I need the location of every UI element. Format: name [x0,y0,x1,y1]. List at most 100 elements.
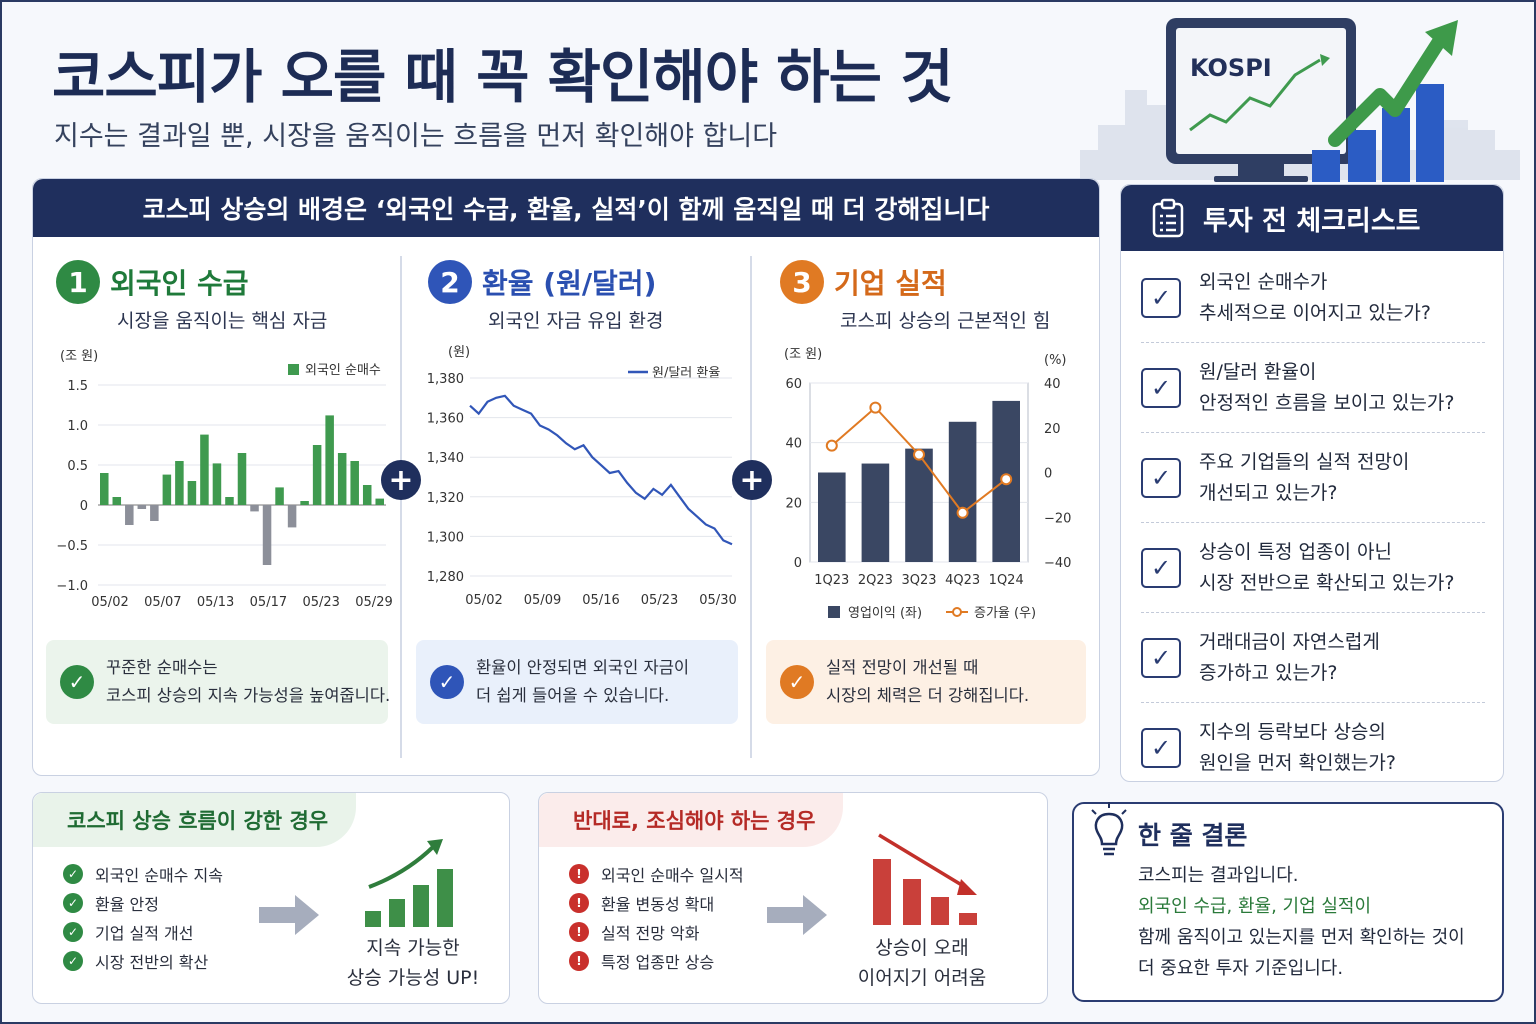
checklist-header: 투자 전 체크리스트 [1121,185,1503,251]
conclusion-card: 한 줄 결론 코스피는 결과입니다. 외국인 수급, 환율, 기업 실적이 함께… [1072,802,1504,1002]
bar [162,474,172,505]
column-title-foreign: 1 외국인 수급 [56,260,249,304]
strong-caption: 지속 가능한 상승 가능성 UP! [346,937,480,989]
earnings-bar [818,472,846,562]
y-tick-label-right: 20 [1044,422,1061,437]
x-tick-label: 4Q23 [945,573,980,588]
growth-point [956,506,969,519]
y-tick-label-left: 0 [794,556,802,571]
y-tick-label: 1.5 [67,379,88,394]
number-badge-1: 1 [56,260,100,304]
checklist-item[interactable]: ✓ 외국인 순매수가 추세적으로 이어지고 있는가? [1141,253,1485,343]
note-text: 꾸준한 순매수는 코스피 상승의 지속 가능성을 높여줍니다. [106,658,391,705]
axis-unit-left: (조 원) [784,347,822,362]
checkbox-checked[interactable]: ✓ [1141,457,1181,498]
checklist-item[interactable]: ✓ 거래대금이 자연스럽게 증가하고 있는가? [1141,613,1485,703]
y-tick-label: 1,300 [427,530,464,545]
checkbox-checked[interactable]: ✓ [1141,277,1181,318]
y-tick-label-right: 40 [1044,377,1061,392]
earnings-bar [948,421,977,562]
alert-circle-icon: ! [569,950,589,971]
bar [200,434,209,505]
column-title-text: 환율 (원/달러) [482,267,657,300]
checklist-title: 투자 전 체크리스트 [1203,205,1421,237]
check-icon: ✓ [430,665,464,699]
bar [212,463,222,505]
list-item: ✓ 시장 전반의 확산 [63,946,223,975]
y-tick-label-left: 60 [785,377,802,392]
y-tick-label: 1.0 [67,419,88,434]
check-circle-icon: ✓ [63,892,83,913]
page-title: 코스피가 오를 때 꼭 확인해야 하는 것 [52,43,954,111]
caution-card: 반대로, 조심해야 하는 경우 ! 외국인 순매수 일시적! 환율 변동성 확대! 실… [538,792,1048,1004]
strong-header: 코스피 상승 흐름이 강한 경우 [33,793,357,847]
note-earnings: ✓ 실적 전망이 개선될 때 시장의 체력은 더 강해집니다. [766,640,1086,724]
checklist-item-text: 원/달러 환율이 안정적인 흐름을 보이고 있는가? [1199,360,1455,414]
bar [100,473,109,505]
earnings-bar [861,463,890,562]
bar [300,501,309,505]
falling-bars-icon [873,833,977,925]
plus-icon: + [381,460,421,500]
checkbox-checked[interactable]: ✓ [1141,547,1181,588]
bar [350,461,359,505]
checklist-item[interactable]: ✓ 지수의 등락보다 상승의 원인을 먼저 확인했는가? [1141,703,1485,793]
list-item: ✓ 기업 실적 개선 [63,917,223,946]
bar [187,481,197,505]
bar [225,497,234,505]
bar [287,505,297,528]
checkbox-checked[interactable]: ✓ [1141,728,1181,768]
column-title-earnings: 3 기업 실적 [780,260,947,304]
x-tick-label: 05/16 [582,593,619,608]
checklist-item-text: 외국인 순매수가 추세적으로 이어지고 있는가? [1199,270,1431,324]
number-badge-3: 3 [780,260,824,304]
column-subtitle: 외국인 자금 유입 환경 [488,310,664,332]
bar [250,505,259,512]
legend-swatch [288,364,299,375]
x-tick-label: 05/02 [91,595,128,610]
y-tick-label-left: 20 [785,496,802,511]
lightbulb-icon [1091,802,1127,856]
list-item: ! 외국인 순매수 일시적 [569,859,744,888]
x-tick-label: 05/23 [641,593,678,608]
main-banner: 코스피 상승의 배경은 ‘외국인 수급, 환율, 실적’이 함께 움직일 때 더… [33,179,1099,237]
list-item: ! 특정 업종만 상승 [569,946,744,975]
checklist-item-text: 주요 기업들의 실적 전망이 개선되고 있는가? [1199,450,1410,504]
checklist-card: 투자 전 체크리스트 ✓ 외국인 순매수가 추세적으로 이어지고 있는가? ✓ 원/달러… [1120,184,1504,782]
column-divider [750,256,752,758]
checklist-item[interactable]: ✓ 원/달러 환율이 안정적인 흐름을 보이고 있는가? [1141,343,1485,433]
checkbox-checked[interactable]: ✓ [1141,637,1181,678]
note-text: 실적 전망이 개선될 때 시장의 체력은 더 강해집니다. [826,658,1030,705]
list-item: ✓ 환율 안정 [63,888,223,917]
list-item: ! 실적 전망 악화 [569,917,744,946]
bar [125,505,134,525]
y-tick-label-right: −40 [1044,556,1071,571]
clipboard-icon [1152,198,1184,238]
legend-label: 증가율 (우) [974,606,1036,621]
column-title-text: 기업 실적 [834,267,947,300]
checklist-item-text: 거래대금이 자연스럽게 증가하고 있는가? [1199,630,1380,684]
page-subtitle: 지수는 결과일 뿐, 시장을 움직이는 흐름을 먼저 확인해야 합니다 [54,121,778,152]
monitor-label: KOSPI [1190,54,1272,82]
growth-point [825,439,838,452]
bar [237,453,247,505]
alert-circle-icon: ! [569,921,589,942]
x-tick-label: 1Q24 [989,573,1024,588]
column-subtitle: 코스피 상승의 근본적인 힘 [840,310,1051,332]
growth-point [1000,473,1013,486]
x-tick-label: 05/07 [144,595,181,610]
bar [262,505,272,565]
growth-point [913,448,925,461]
checklist-item[interactable]: ✓ 상승이 특정 업종이 아닌 시장 전반으로 확산되고 있는가? [1141,523,1485,613]
note-text: 환율이 안정되면 외국인 자금이 더 쉽게 들어올 수 있습니다. [476,658,690,705]
column-divider [400,256,402,758]
checklist-item[interactable]: ✓ 주요 기업들의 실적 전망이 개선되고 있는가? [1141,433,1485,523]
bar [137,505,147,509]
check-circle-icon: ✓ [63,950,83,971]
x-tick-label: 3Q23 [901,573,936,588]
y-tick-label: 1,280 [427,570,464,585]
bar [312,445,322,505]
axis-unit-right: (%) [1044,353,1067,368]
check-circle-icon: ✓ [63,921,83,942]
checkbox-checked[interactable]: ✓ [1141,367,1181,408]
